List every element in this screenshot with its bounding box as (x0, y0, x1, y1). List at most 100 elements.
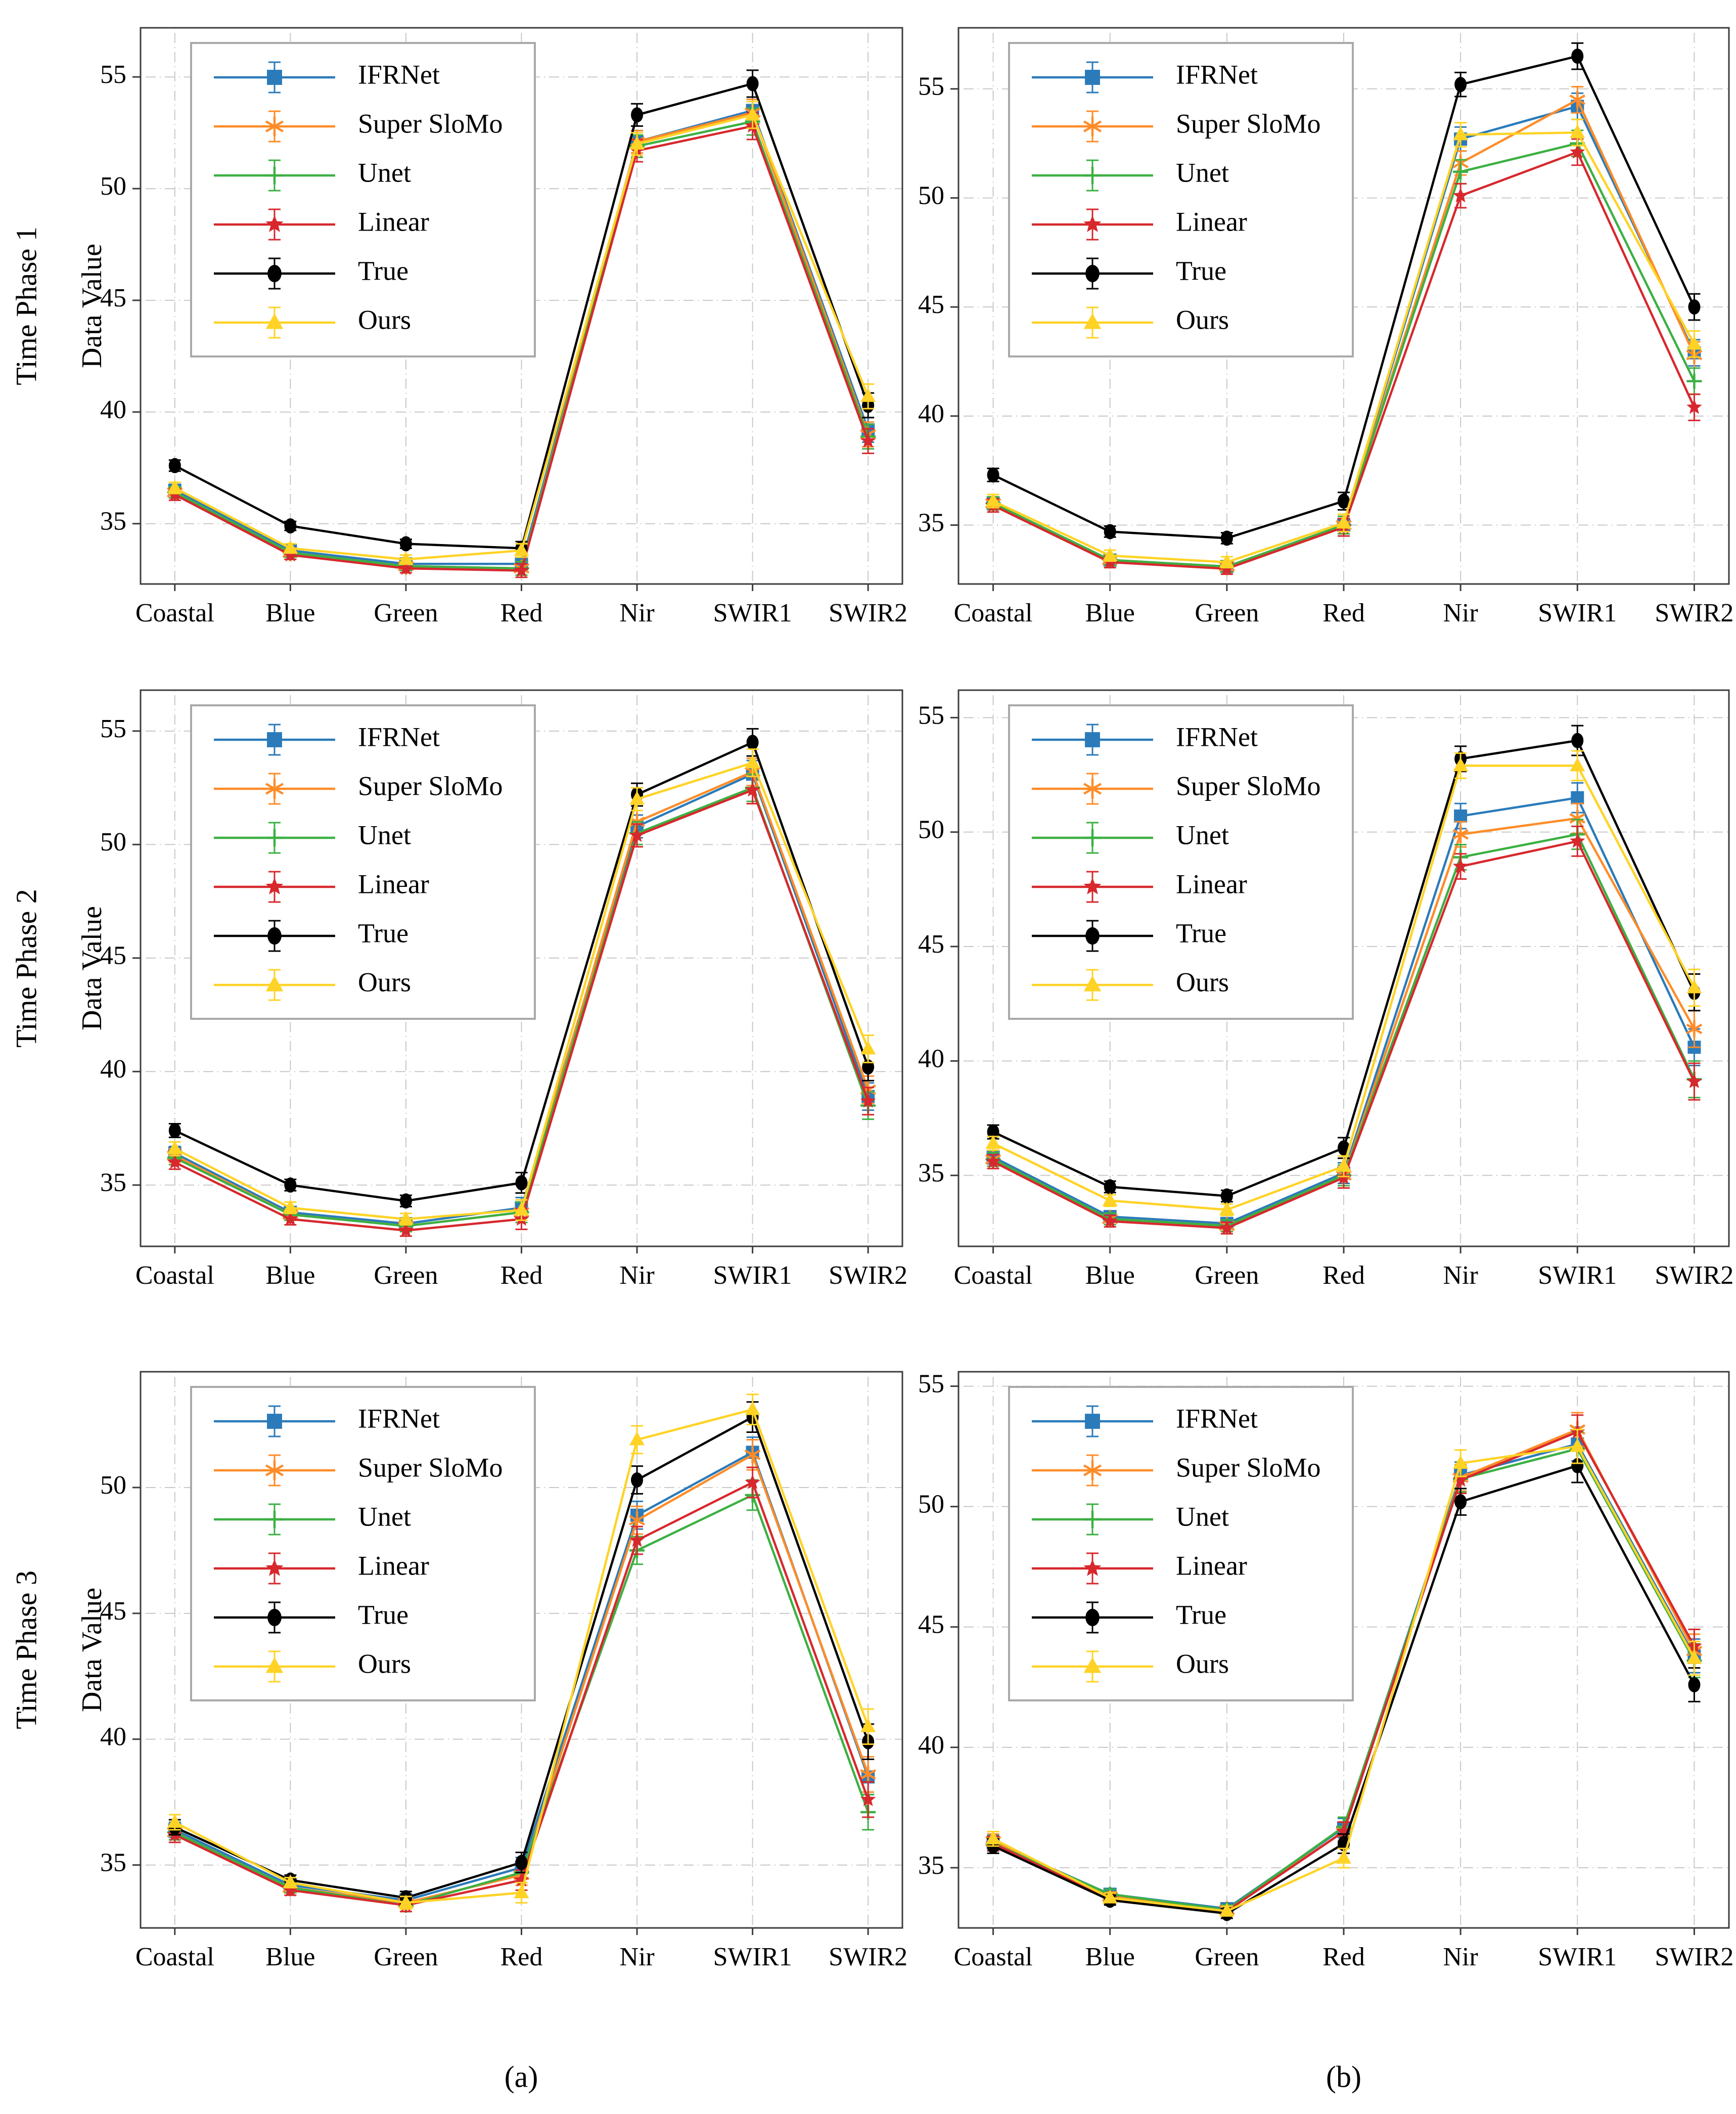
svg-text:Nir: Nir (619, 599, 654, 627)
legend-label-true: True (358, 918, 408, 948)
svg-text:35: 35 (918, 1159, 944, 1188)
svg-text:35: 35 (100, 1168, 126, 1197)
svg-text:Ours: Ours (358, 1648, 411, 1679)
svg-text:Linear: Linear (1176, 1550, 1247, 1581)
svg-text:Linear: Linear (358, 869, 429, 899)
svg-text:50: 50 (918, 181, 944, 210)
legend-label-true: True (1176, 1599, 1226, 1630)
svg-text:True: True (358, 918, 408, 948)
svg-text:50: 50 (100, 1471, 126, 1500)
legend-label-ours: Ours (358, 967, 411, 997)
svg-text:Unet: Unet (1176, 820, 1229, 850)
legend-label-ours: Ours (1176, 304, 1229, 335)
svg-text:Super SloMo: Super SloMo (358, 771, 503, 801)
legend-label-unet: Unet (1176, 157, 1229, 188)
svg-text:45: 45 (918, 1610, 944, 1639)
svg-text:40: 40 (100, 395, 126, 424)
legend-label-super-slomo: Super SloMo (1176, 108, 1321, 139)
svg-text:Ours: Ours (1176, 304, 1229, 335)
svg-text:Green: Green (374, 1943, 438, 1971)
legend-label-linear: Linear (358, 869, 429, 899)
svg-text:SWIR2: SWIR2 (829, 1943, 907, 1971)
legend-label-ours: Ours (1176, 967, 1229, 997)
svg-text:True: True (358, 255, 408, 286)
svg-text:Blue: Blue (265, 1261, 315, 1290)
svg-text:Ours: Ours (358, 967, 411, 997)
svg-text:Green: Green (1195, 1261, 1259, 1290)
svg-text:50: 50 (100, 828, 126, 857)
svg-text:Unet: Unet (358, 1501, 411, 1532)
svg-text:45: 45 (100, 284, 126, 312)
legend-label-linear: Linear (358, 206, 429, 237)
svg-text:Blue: Blue (1085, 599, 1135, 627)
svg-text:Green: Green (1195, 1943, 1259, 1971)
svg-text:Red: Red (500, 1943, 543, 1971)
svg-text:Blue: Blue (1085, 1943, 1135, 1971)
svg-text:SWIR1: SWIR1 (713, 1261, 792, 1290)
svg-text:Coastal: Coastal (135, 1261, 214, 1290)
legend-label-unet: Unet (1176, 1501, 1229, 1532)
svg-text:40: 40 (100, 1723, 126, 1751)
svg-text:Coastal: Coastal (954, 599, 1033, 627)
axes: 35 40 45 50 55 Coastal Blue Green Red Nir SWIR1 SWI… (100, 60, 907, 627)
chart-a3: 35 40 45 50 Coastal Blue Green Red Nir SWIR1 SWIR2… (100, 1371, 907, 1971)
svg-text:IFRNet: IFRNet (1176, 59, 1258, 89)
svg-text:55: 55 (100, 714, 126, 743)
svg-text:45: 45 (918, 930, 944, 959)
svg-text:Super SloMo: Super SloMo (1176, 108, 1321, 139)
svg-text:Green: Green (374, 1261, 438, 1290)
svg-text:40: 40 (918, 1731, 944, 1760)
svg-text:Green: Green (1195, 599, 1259, 627)
svg-text:SWIR2: SWIR2 (1655, 1943, 1733, 1971)
legend-label-ours: Ours (358, 1648, 411, 1679)
legend-label-ifrnet: IFRNet (358, 1403, 440, 1433)
legend-label-unet: Unet (1176, 820, 1229, 850)
svg-text:SWIR2: SWIR2 (829, 599, 907, 627)
legend: IFRNet Super SloMo Unet Linear True Ours (190, 1386, 536, 1701)
svg-text:Red: Red (1322, 1261, 1365, 1290)
svg-text:True: True (1176, 255, 1226, 286)
svg-text:Green: Green (374, 599, 438, 627)
svg-text:Blue: Blue (265, 1943, 315, 1971)
axes: 35 40 45 50 55 Coastal Blue Green Red Nir SWIR1 SWI… (918, 1370, 1733, 1971)
svg-text:Unet: Unet (358, 820, 411, 850)
svg-text:35: 35 (918, 508, 944, 537)
svg-text:35: 35 (100, 1849, 126, 1877)
legend-label-ours: Ours (1176, 1648, 1229, 1679)
svg-text:50: 50 (918, 816, 944, 844)
svg-text:Red: Red (1322, 1943, 1365, 1971)
legend-label-linear: Linear (1176, 206, 1247, 237)
svg-text:SWIR1: SWIR1 (1538, 599, 1617, 627)
svg-text:50: 50 (100, 172, 126, 201)
series-true (168, 728, 875, 1209)
legend-label-true: True (358, 255, 408, 286)
legend-label-true: True (1176, 255, 1226, 286)
legend-label-unet: Unet (358, 820, 411, 850)
legend-label-ifrnet: IFRNet (1176, 722, 1258, 752)
svg-text:50: 50 (918, 1490, 944, 1519)
series-ours (985, 118, 1702, 569)
svg-text:Linear: Linear (358, 206, 429, 237)
legend-label-ifrnet: IFRNet (358, 722, 440, 752)
legend-label-true: True (1176, 918, 1226, 948)
svg-text:SWIR1: SWIR1 (713, 1943, 792, 1971)
svg-text:Super SloMo: Super SloMo (1176, 771, 1321, 801)
svg-text:IFRNet: IFRNet (358, 1403, 440, 1433)
svg-text:Super SloMo: Super SloMo (358, 1452, 503, 1482)
legend-label-ours: Ours (358, 304, 411, 335)
svg-text:SWIR2: SWIR2 (1655, 1261, 1733, 1290)
svg-text:IFRNet: IFRNet (358, 722, 440, 752)
legend-label-ifrnet: IFRNet (358, 59, 440, 89)
svg-text:55: 55 (918, 72, 944, 101)
svg-text:45: 45 (918, 290, 944, 319)
axes: 35 40 45 50 55 Coastal Blue Green Red Nir SWIR1 SWI… (918, 72, 1733, 627)
legend: IFRNet Super SloMo Unet Linear True Ours (190, 42, 536, 357)
svg-text:True: True (1176, 918, 1226, 948)
legend-label-super-slomo: Super SloMo (358, 771, 503, 801)
svg-text:IFRNet: IFRNet (1176, 1403, 1258, 1433)
svg-text:SWIR2: SWIR2 (1655, 599, 1733, 627)
svg-text:SWIR2: SWIR2 (829, 1261, 907, 1290)
caption-b: (b) (1326, 2060, 1361, 2094)
legend: IFRNet Super SloMo Unet Linear True Ours (190, 704, 536, 1020)
legend: IFRNet Super SloMo Unet Linear True Ours (1008, 42, 1354, 357)
